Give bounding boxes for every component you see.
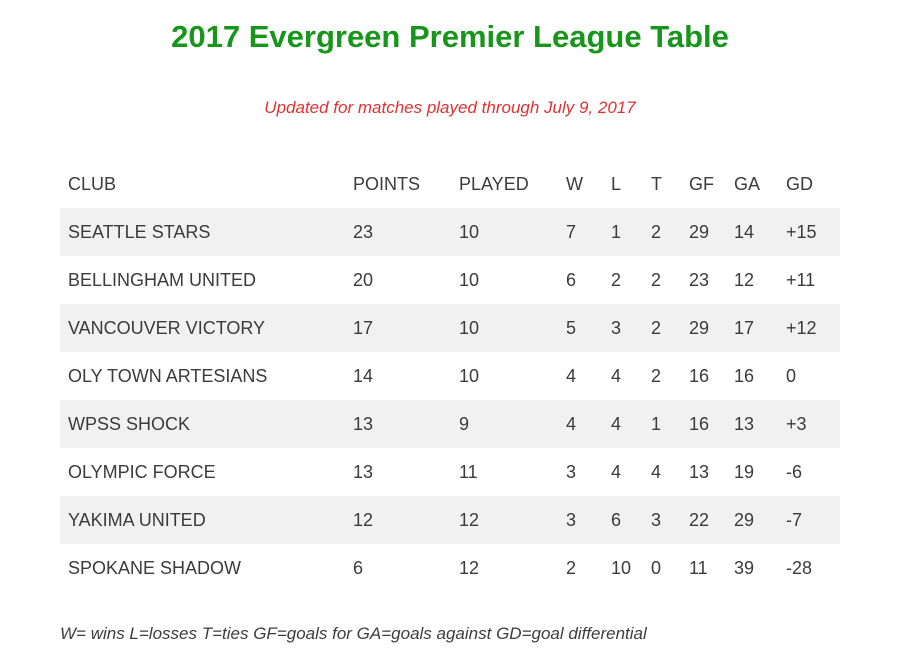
stat-value: 10 (459, 317, 480, 338)
stat-value: +11 (786, 269, 816, 290)
table-row: YAKIMA UNITED 12 12 3 6 3 22 29 -7 (60, 496, 840, 545)
stat-value: 14 (353, 365, 374, 386)
stat-value: 4 (611, 365, 622, 386)
table-row: VANCOUVER VICTORY 17 10 5 3 2 29 17 +12 (60, 304, 840, 353)
stat-value: 23 (689, 269, 710, 290)
stat-value: 10 (459, 365, 480, 386)
stat-value: 1 (611, 221, 622, 242)
stat-value: 13 (353, 461, 374, 482)
page-title: 2017 Evergreen Premier League Table (171, 19, 729, 54)
stat-value: 12 (459, 557, 480, 578)
column-header-ga: GA (734, 173, 761, 194)
stat-value: 4 (611, 413, 622, 434)
table-row: WPSS SHOCK 13 9 4 4 1 16 13 +3 (60, 400, 840, 449)
stat-value: +12 (786, 317, 817, 338)
column-header-gd: GD (786, 173, 813, 194)
stat-value: 23 (353, 221, 374, 242)
stat-value: -6 (786, 461, 803, 482)
stat-value: 12 (734, 269, 755, 290)
table-row: SEATTLE STARS 23 10 7 1 2 29 14 +15 (60, 208, 840, 257)
stat-value: 16 (689, 365, 710, 386)
stat-value: 20 (353, 269, 374, 290)
stat-value: 3 (566, 509, 577, 530)
stat-value: 16 (734, 365, 755, 386)
club-name: SEATTLE STARS (68, 221, 211, 242)
stat-value: 14 (734, 221, 755, 242)
stat-value: 5 (566, 317, 577, 338)
stat-value: 3 (566, 461, 577, 482)
stat-value: 13 (689, 461, 710, 482)
column-header-w: W (566, 173, 583, 194)
league-table: CLUB POINTS PLAYED W L T GF GA GD SEATTLE STARS 2… (60, 160, 840, 593)
column-header-points: POINTS (353, 173, 421, 194)
stat-value: 17 (734, 317, 755, 338)
stat-value: -28 (786, 557, 813, 578)
stat-value: 2 (611, 269, 622, 290)
stat-value: 4 (611, 461, 622, 482)
stat-value: 9 (459, 413, 470, 434)
stat-value: 1 (651, 413, 662, 434)
stat-value: 2 (566, 557, 577, 578)
stat-value: 11 (689, 557, 708, 578)
column-header-t: T (651, 173, 662, 194)
table-header-row: CLUB POINTS PLAYED W L T GF GA GD (60, 160, 840, 209)
stat-value: 3 (651, 509, 662, 530)
stat-value: 10 (611, 557, 632, 578)
table-row: BELLINGHAM UNITED 20 10 6 2 2 23 12 +11 (60, 256, 840, 305)
stat-value: 0 (786, 365, 797, 386)
stat-value: 13 (353, 413, 374, 434)
column-header-played: PLAYED (459, 173, 529, 194)
stat-value: 12 (459, 509, 480, 530)
stat-value: +3 (786, 413, 807, 434)
stat-value: 17 (353, 317, 374, 338)
club-name: OLY TOWN ARTESIANS (68, 365, 268, 386)
club-name: VANCOUVER VICTORY (68, 317, 266, 338)
column-header-gf: GF (689, 173, 714, 194)
table-body: SEATTLE STARS 23 10 7 1 2 29 14 +15 BELLINGHAM UN… (60, 208, 840, 593)
table-row: OLY TOWN ARTESIANS 14 10 4 4 2 16 16 0 (60, 352, 840, 401)
stat-value: 2 (651, 221, 662, 242)
stat-value: 6 (611, 509, 622, 530)
stat-value: 29 (734, 509, 755, 530)
stat-value: 7 (566, 221, 577, 242)
stat-value: 10 (459, 221, 480, 242)
stat-value: 6 (353, 557, 364, 578)
stat-value: 19 (734, 461, 755, 482)
stat-value: 4 (566, 365, 577, 386)
stat-value: 39 (734, 557, 755, 578)
stat-value: 2 (651, 317, 662, 338)
stat-value: 22 (689, 509, 710, 530)
legend-note: W= wins L=losses T=ties GF=goals for GA=… (60, 624, 647, 644)
stat-value: 13 (734, 413, 755, 434)
stat-value: 29 (689, 317, 710, 338)
stat-value: 0 (651, 557, 662, 578)
club-name: SPOKANE SHADOW (68, 557, 242, 578)
stat-value: 4 (651, 461, 662, 482)
club-name: WPSS SHOCK (68, 413, 191, 434)
stat-value: 4 (566, 413, 577, 434)
club-name: OLYMPIC FORCE (68, 461, 216, 482)
stat-value: 11 (459, 461, 478, 482)
stat-value: 2 (651, 269, 662, 290)
stat-value: 2 (651, 365, 662, 386)
stat-value: -7 (786, 509, 803, 530)
stat-value: 10 (459, 269, 480, 290)
column-header-club: CLUB (68, 173, 117, 194)
table-row: SPOKANE SHADOW 6 12 2 10 0 11 39 -28 (60, 544, 840, 593)
stat-value: 16 (689, 413, 710, 434)
update-note: Updated for matches played through July … (264, 98, 636, 118)
club-name: BELLINGHAM UNITED (68, 269, 257, 290)
club-name: YAKIMA UNITED (68, 509, 206, 530)
stat-value: 29 (689, 221, 710, 242)
column-header-l: L (611, 173, 622, 194)
stat-value: +15 (786, 221, 817, 242)
stat-value: 12 (353, 509, 374, 530)
stat-value: 3 (611, 317, 622, 338)
table-row: OLYMPIC FORCE 13 11 3 4 4 13 19 -6 (60, 448, 840, 497)
stat-value: 6 (566, 269, 577, 290)
